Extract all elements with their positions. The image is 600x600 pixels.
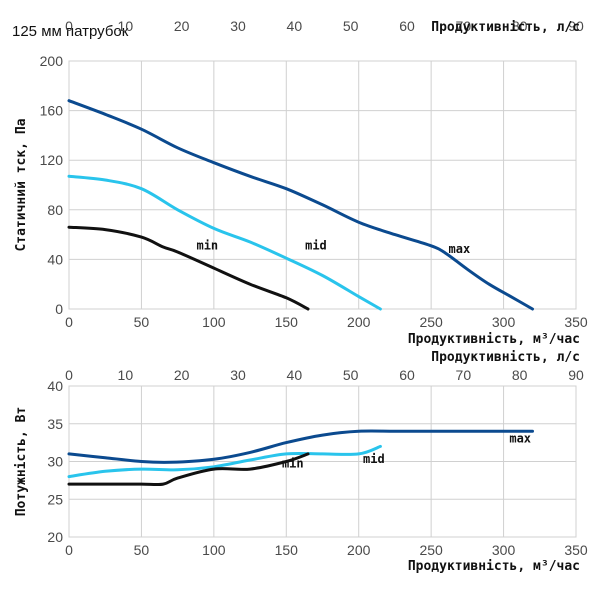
x-tick-label: 250: [419, 314, 443, 330]
y-tick-label: 120: [40, 152, 64, 168]
pressure-panel: 0 50 100 150 200 250 300 350 0 40 80 120 160 200 0 10 20…: [14, 18, 588, 347]
x2-tick-label: 0: [65, 367, 73, 383]
x-tick-label: 200: [347, 542, 371, 558]
y-axis-title: Потужність, Вт: [14, 407, 29, 517]
series-label-max: max: [509, 432, 531, 446]
x-tick-label: 150: [275, 314, 299, 330]
x2-tick-label: 80: [512, 18, 528, 34]
x2-tick-label: 40: [287, 18, 303, 34]
series-line-mid: [67, 174, 382, 311]
x-tick-label: 350: [564, 542, 588, 558]
x-axis-title: Продуктивність, м³/час: [408, 559, 580, 574]
x-tick-label: 100: [202, 542, 226, 558]
series-line-min: [67, 452, 310, 487]
x2-tick-label: 70: [456, 367, 472, 383]
y-tick-label: 80: [47, 202, 63, 218]
x-tick-label: 0: [65, 542, 73, 558]
x-tick-label: 50: [134, 542, 150, 558]
series-label-min: min: [282, 457, 304, 471]
x-tick-label: 300: [492, 542, 516, 558]
x2-tick-label: 50: [343, 367, 359, 383]
x-tick-label: 150: [275, 542, 299, 558]
plot-frame: [68, 60, 577, 310]
series-line-max: [67, 429, 534, 464]
series-label-min: min: [196, 238, 218, 252]
series-label-mid: mid: [305, 238, 327, 252]
x-tick-label: 100: [202, 314, 226, 330]
x2-tick-label: 60: [399, 18, 415, 34]
x2-tick-label: 0: [65, 18, 73, 34]
x2-tick-label: 30: [230, 367, 246, 383]
x-tick-label: 200: [347, 314, 371, 330]
x2-tick-label: 30: [230, 18, 246, 34]
x2-tick-label: 20: [174, 367, 190, 383]
series-line-max: [67, 99, 534, 311]
x-tick-label: 300: [492, 314, 516, 330]
x2-tick-label: 90: [568, 18, 584, 34]
x2-tick-label: 20: [174, 18, 190, 34]
x2-tick-label: 90: [568, 367, 584, 383]
y-tick-label: 20: [47, 529, 63, 545]
y-tick-label: 0: [55, 301, 63, 317]
series-line-min: [67, 225, 310, 311]
x2-tick-label: 40: [287, 367, 303, 383]
y-tick-label: 25: [47, 491, 63, 507]
plot-frame: [68, 385, 577, 538]
x2-tick-label: 50: [343, 18, 359, 34]
y-tick-label: 160: [40, 103, 64, 119]
series-label-max: max: [449, 242, 471, 256]
x2-tick-label: 60: [399, 367, 415, 383]
x2-axis-title: Продуктивність, л/с: [431, 20, 580, 35]
x-tick-label: 250: [419, 542, 443, 558]
x2-axis-title: Продуктивність, л/с: [431, 350, 580, 365]
x2-tick-label: 10: [118, 367, 134, 383]
series-line-mid: [67, 444, 382, 479]
series-label-mid: mid: [363, 452, 385, 466]
x-tick-label: 50: [134, 314, 150, 330]
x-tick-label: 0: [65, 314, 73, 330]
x-tick-label: 350: [564, 314, 588, 330]
y-tick-label: 30: [47, 454, 63, 470]
y-tick-label: 40: [47, 378, 63, 394]
x-axis-title: Продуктивність, м³/час: [408, 332, 580, 347]
x2-tick-label: 80: [512, 367, 528, 383]
x2-tick-label: 10: [118, 18, 134, 34]
chart-title: 125 мм патрубок: [12, 23, 129, 40]
x2-tick-label: 70: [456, 18, 472, 34]
y-tick-label: 200: [40, 53, 64, 69]
y-tick-label: 35: [47, 416, 63, 432]
y-tick-label: 40: [47, 251, 63, 267]
y-axis-title: Статичний тск, Па: [14, 118, 29, 251]
